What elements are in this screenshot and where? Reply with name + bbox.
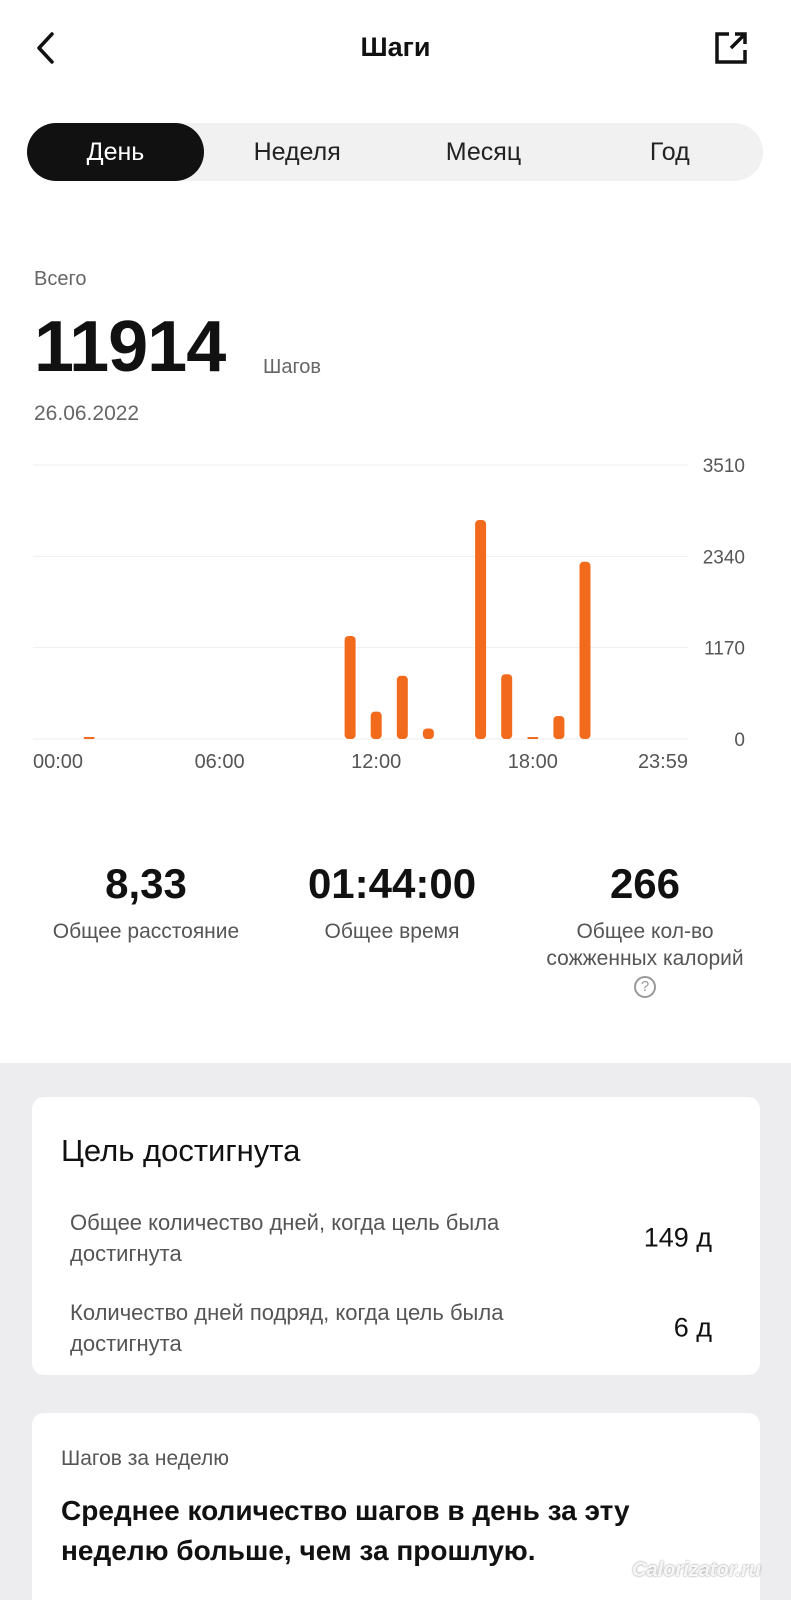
calories-label: Общее кол-во сожженных калорий: [546, 920, 744, 970]
goal-streak-row: Количество дней подряд, когда цель была …: [70, 1297, 712, 1359]
distance-label: Общее расстояние: [52, 920, 240, 943]
time-value: 01:44:00: [307, 860, 477, 907]
weekly-subtitle: Шагов за неделю: [61, 1447, 229, 1470]
y-tick-label: 3510: [703, 456, 745, 477]
weekly-card[interactable]: Шагов за неделю Среднее количество шагов…: [32, 1413, 760, 1613]
goal-total-days-value: 149 д: [643, 1222, 712, 1253]
stat-calories: 266 Общее кол-во сожженных калорий ?: [515, 860, 775, 998]
tab-day[interactable]: День: [27, 123, 204, 181]
goal-total-days-label: Общее количество дней, когда цель была д…: [70, 1210, 500, 1266]
bar-hour-18: [527, 737, 539, 739]
total-steps: 11914: [34, 307, 226, 387]
page-title: Шаги: [360, 32, 431, 62]
header: Шаги: [0, 0, 791, 96]
bar-hour-19: [553, 715, 565, 739]
bar-hour-1: [83, 737, 95, 739]
period-tabs: День Неделя Месяц Год: [27, 123, 763, 181]
goal-streak-value: 6 д: [673, 1312, 712, 1343]
goal-card: Цель достигнута Общее количество дней, к…: [32, 1097, 760, 1375]
bar-hour-13: [396, 675, 408, 739]
calories-value: 266: [609, 860, 681, 907]
weekly-headline: Среднее количество шагов в день за эту н…: [61, 1495, 630, 1566]
x-tick-label: 23:59: [638, 751, 688, 773]
time-label: Общее время: [324, 920, 460, 943]
stat-distance: 8,33 Общее расстояние: [16, 860, 276, 945]
chevron-left-icon[interactable]: [28, 28, 68, 68]
x-tick-label: 00:00: [33, 751, 83, 773]
x-tick-label: 06:00: [195, 751, 245, 773]
goal-total-days-row: Общее количество дней, когда цель была д…: [70, 1207, 712, 1269]
share-external-icon[interactable]: [711, 28, 751, 68]
steps-chart: 3510 2340 1170 0 00:00 06:00 12:00 18:00 23:59: [33, 456, 745, 773]
stats-row: 8,33 Общее расстояние 01:44:00 Общее вре…: [0, 860, 791, 1000]
bar-hour-11: [344, 635, 356, 739]
goal-title: Цель достигнута: [61, 1133, 301, 1168]
steps-unit: Шагов: [263, 356, 322, 378]
y-tick-label: 0: [734, 730, 745, 751]
total-label: Всего: [34, 268, 87, 290]
distance-value: 8,33: [105, 860, 187, 907]
goal-streak-label: Количество дней подряд, когда цель была …: [70, 1300, 504, 1356]
bar-hour-17: [501, 674, 513, 739]
bar-hour-20: [579, 561, 591, 739]
x-tick-label: 18:00: [508, 751, 558, 773]
tab-month[interactable]: Месяц: [445, 137, 522, 166]
tab-week[interactable]: Неделя: [253, 137, 341, 166]
bar-hour-16: [475, 520, 487, 739]
date-label: 26.06.2022: [34, 402, 140, 425]
tab-year[interactable]: Год: [649, 137, 690, 166]
bar-hour-12: [370, 711, 382, 739]
bar-hour-14: [422, 728, 434, 739]
y-tick-label: 2340: [703, 547, 745, 568]
stat-time: 01:44:00 Общее время: [262, 860, 522, 945]
watermark: Calorizator.ru: [632, 1559, 761, 1581]
y-tick-label: 1170: [704, 639, 745, 660]
help-circle-icon[interactable]: ?: [634, 976, 656, 998]
x-tick-label: 12:00: [351, 751, 401, 773]
